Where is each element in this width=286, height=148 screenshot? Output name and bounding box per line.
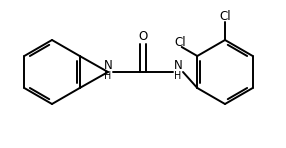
- Text: H: H: [174, 71, 182, 81]
- Text: O: O: [138, 29, 148, 42]
- Text: Cl: Cl: [219, 9, 231, 22]
- Text: N: N: [104, 58, 112, 71]
- Text: H: H: [104, 71, 112, 81]
- Text: N: N: [174, 58, 182, 71]
- Text: Cl: Cl: [174, 36, 186, 49]
